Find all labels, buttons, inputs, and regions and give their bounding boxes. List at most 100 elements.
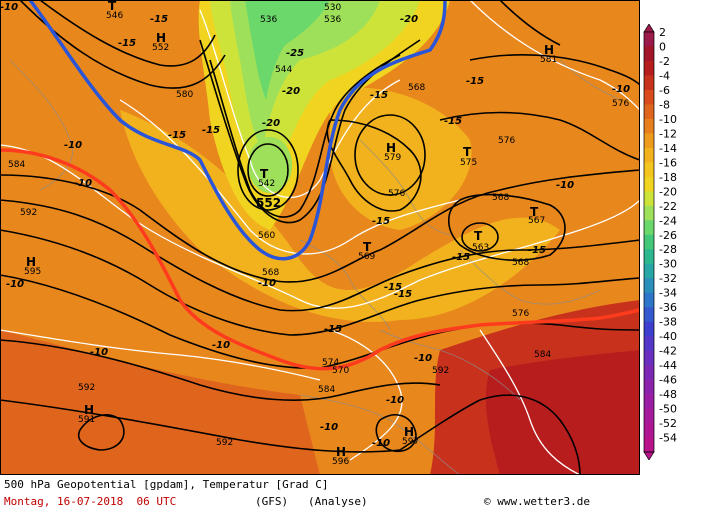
low-marker: T (260, 167, 269, 181)
temp-label: -10 (74, 178, 92, 189)
temp-label: -15 (384, 282, 402, 293)
legend-color-swatch (644, 278, 654, 293)
geo-label: 552 (152, 43, 169, 53)
high-marker: H (404, 425, 414, 439)
geo-label: 536 (324, 15, 341, 25)
high-marker: H (336, 445, 346, 459)
legend-color-swatch (644, 162, 654, 178)
legend-value-label: -52 (659, 417, 677, 430)
cool-region-scandinavia (330, 87, 472, 230)
pressure-center-labels: T H H H T T T T H T H H H (26, 0, 554, 459)
temp-label: -15 (466, 76, 484, 87)
legend-value-label: -44 (659, 359, 677, 372)
copyright-icon: © (484, 495, 491, 508)
temp-label: -15 (394, 289, 412, 300)
legend-value-label: -48 (659, 388, 677, 401)
blue-552-contour (28, 0, 447, 261)
legend-color-swatch (644, 292, 654, 308)
legend-color-swatch (644, 365, 654, 380)
geo-label: 576 (512, 309, 529, 319)
legend-value-label: -50 (659, 403, 677, 416)
credit: © www.wetter3.de (484, 495, 590, 508)
map-title: 500 hPa Geopotential [gpdam], Temperatur… (4, 478, 329, 491)
legend-arrow-top (643, 24, 655, 33)
legend-arrow-bottom (643, 451, 655, 460)
temp-label: -10 (556, 180, 574, 191)
temp-label: -15 (444, 116, 462, 127)
legend-color-swatch (644, 307, 654, 322)
high-marker: H (544, 43, 554, 57)
legend-value-label: -16 (659, 156, 677, 169)
legend-value-label: -26 (659, 229, 677, 242)
legend-color-swatch (644, 191, 654, 207)
geo-label: 536 (260, 15, 277, 25)
legend-color-swatch (644, 176, 654, 192)
legend-value-label: -18 (659, 171, 677, 184)
geo-label: 581 (540, 55, 557, 65)
temp-label: -10 (6, 279, 24, 290)
temp-label: -15 (168, 130, 186, 141)
geo-label: 560 (258, 231, 275, 241)
temp-label: -10 (212, 340, 230, 351)
legend-color-swatch (644, 133, 654, 149)
geo-label: 584 (534, 350, 551, 360)
map-date: Montag, 16-07-2018 06 UTC (4, 495, 177, 508)
geo-label: 595 (24, 267, 41, 277)
legend-value-label: -6 (659, 84, 670, 97)
temp-label: -20 (400, 14, 418, 25)
legend-value-label: -38 (659, 316, 677, 329)
geo-label: 584 (8, 160, 25, 170)
temp-label: -10 (258, 278, 276, 289)
geo-label: 546 (106, 11, 123, 21)
legend-color-swatch (644, 423, 654, 438)
legend-color-swatch (644, 89, 654, 105)
temperature-labels: -15 -15 -20 -25 -20 -15 -15 -20 -15 -15 … (0, 2, 630, 449)
geo-label: 568 (262, 268, 279, 278)
legend-value-label: -10 (659, 113, 677, 126)
legend-color-swatch (644, 60, 654, 76)
temp-label: -15 (528, 245, 546, 256)
legend-value-label: -42 (659, 345, 677, 358)
legend-value-label: -12 (659, 127, 677, 140)
legend-value-label: -30 (659, 258, 677, 271)
legend-value-label: -4 (659, 69, 670, 82)
temp-label: -10 (320, 422, 338, 433)
geo-label: 552 (256, 196, 281, 210)
temp-label: -25 (286, 48, 304, 59)
legend-value-label: -8 (659, 98, 670, 111)
geo-label: 563 (472, 243, 489, 253)
temp-label: -15 (150, 14, 168, 25)
legend-color-swatch (644, 75, 654, 91)
legend-color-swatch (644, 350, 654, 366)
geo-label: 592 (216, 438, 233, 448)
legend-color-swatch (644, 408, 654, 424)
model-info: (GFS) (Analyse) (255, 495, 368, 508)
legend-color-swatch (644, 205, 654, 221)
geo-label: 576 (612, 99, 629, 109)
geo-label: 596 (332, 457, 349, 467)
low-marker: T (108, 0, 117, 13)
geo-label: 568 (512, 258, 529, 268)
temp-label: -10 (372, 438, 390, 449)
geo-label: 580 (176, 90, 193, 100)
geo-label: 542 (258, 179, 275, 189)
legend-color-swatch (644, 32, 654, 47)
legend-value-label: -20 (659, 185, 677, 198)
warm-region-core (485, 350, 640, 475)
legend-value-label: -54 (659, 432, 677, 445)
geo-label: 544 (275, 65, 292, 75)
geo-label: 530 (324, 3, 341, 13)
legend-border (643, 31, 655, 453)
geopotential-labels: 546 536 530 536 552 544 580 568 581 576 … (8, 3, 629, 467)
red-584-contour (0, 148, 640, 371)
legend-value-label: -22 (659, 200, 677, 213)
temp-label: -15 (324, 324, 342, 335)
legend-color-swatch (644, 263, 654, 279)
legend-value-label: 0 (659, 40, 666, 53)
temp-label: -10 (90, 347, 108, 358)
legend-color-swatch (644, 379, 654, 395)
cold-trough-center (245, 0, 330, 100)
geo-label: 591 (78, 415, 95, 425)
legend-value-label: -46 (659, 374, 677, 387)
temp-label: -15 (452, 252, 470, 263)
